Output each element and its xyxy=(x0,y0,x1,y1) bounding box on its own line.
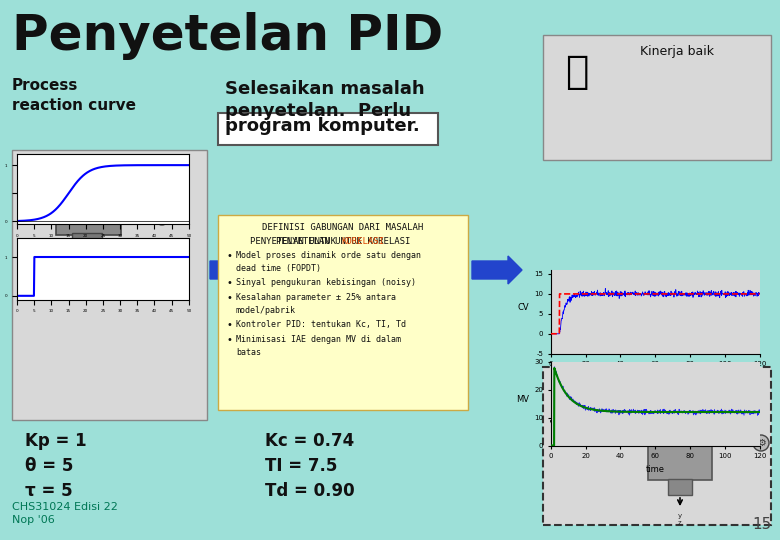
Circle shape xyxy=(155,211,169,225)
Bar xyxy=(72,233,102,245)
FancyArrow shape xyxy=(472,256,522,284)
Text: •: • xyxy=(226,251,232,261)
Circle shape xyxy=(41,167,63,189)
FancyArrow shape xyxy=(210,256,252,284)
Y-axis label: CV: CV xyxy=(517,303,529,312)
Bar xyxy=(668,479,692,495)
Text: Process
reaction curve: Process reaction curve xyxy=(12,78,136,113)
Circle shape xyxy=(562,419,584,441)
Text: Kc = 0.74: Kc = 0.74 xyxy=(265,432,354,450)
Text: ⚙: ⚙ xyxy=(158,213,166,223)
Text: DEFINISI GABUNGAN DARI MASALAH: DEFINISI GABUNGAN DARI MASALAH xyxy=(262,223,424,232)
Text: y
z: y z xyxy=(85,282,89,295)
Text: ⚙: ⚙ xyxy=(757,438,765,448)
Bar xyxy=(218,113,438,145)
Text: Kesalahan parameter ± 25% antara: Kesalahan parameter ± 25% antara xyxy=(236,293,396,302)
Text: Selesaikan masalah: Selesaikan masalah xyxy=(225,80,424,98)
Text: y
z: y z xyxy=(678,513,682,526)
Text: model/pabrik: model/pabrik xyxy=(236,306,296,315)
Text: Kp = 1: Kp = 1 xyxy=(25,432,87,450)
Text: PENYETELAN UNTUK: PENYETELAN UNTUK xyxy=(250,237,341,246)
Text: Tc: Tc xyxy=(568,426,578,435)
Text: Kontroler PID: tentukan Kc, TI, Td: Kontroler PID: tentukan Kc, TI, Td xyxy=(236,320,406,329)
Text: KORELASI: KORELASI xyxy=(341,237,384,246)
Text: PENYETELAN UNTUK KORELASI: PENYETELAN UNTUK KORELASI xyxy=(276,237,410,246)
Text: •: • xyxy=(226,320,232,330)
Bar xyxy=(218,215,468,410)
Text: •: • xyxy=(226,335,232,345)
Text: batas: batas xyxy=(236,348,261,357)
Text: penyetelan.  Perlu: penyetelan. Perlu xyxy=(225,102,411,120)
Bar xyxy=(12,150,207,420)
Text: Kinerja baik: Kinerja baik xyxy=(640,45,714,58)
Text: Tc: Tc xyxy=(47,173,57,183)
Bar xyxy=(648,405,712,480)
Bar xyxy=(543,35,771,160)
Text: TI = 7.5: TI = 7.5 xyxy=(265,457,338,475)
Text: program komputer.: program komputer. xyxy=(225,117,420,135)
Y-axis label: MV: MV xyxy=(516,395,530,404)
Text: CHS31024 Edisi 22
Nop '06: CHS31024 Edisi 22 Nop '06 xyxy=(12,502,118,525)
Bar xyxy=(56,175,121,235)
Text: Model proses dinamik orde satu dengan: Model proses dinamik orde satu dengan xyxy=(236,251,421,260)
Bar xyxy=(543,367,771,525)
Text: dead time (FOPDT): dead time (FOPDT) xyxy=(236,264,321,273)
Text: τ = 5: τ = 5 xyxy=(25,482,73,500)
Text: Penyetelan PID: Penyetelan PID xyxy=(12,12,443,60)
Bar xyxy=(660,398,700,410)
Circle shape xyxy=(753,435,769,451)
Text: •: • xyxy=(226,278,232,288)
Text: 15: 15 xyxy=(753,517,772,532)
Bar xyxy=(68,168,108,178)
Text: Td = 0.90: Td = 0.90 xyxy=(265,482,355,500)
Text: Minimisasi IAE dengan MV di dalam: Minimisasi IAE dengan MV di dalam xyxy=(236,335,401,344)
Text: •: • xyxy=(226,293,232,303)
Text: 🕺: 🕺 xyxy=(565,53,588,91)
X-axis label: time: time xyxy=(646,465,665,474)
Text: θ = 5: θ = 5 xyxy=(25,457,73,475)
Text: Sinyal pengukuran kebisingan (noisy): Sinyal pengukuran kebisingan (noisy) xyxy=(236,278,416,287)
